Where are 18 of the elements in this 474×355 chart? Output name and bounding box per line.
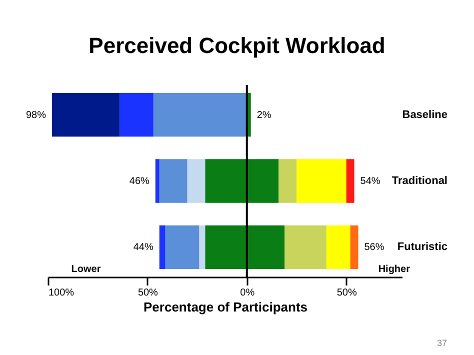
- annotation: 98%: [26, 110, 46, 121]
- text: 37: [436, 338, 448, 348]
- annotation: 44%: [133, 242, 154, 254]
- annotation: 54%: [360, 176, 380, 187]
- x-tick-label: 100%: [48, 288, 74, 298]
- x-tick-label: 0%: [240, 288, 255, 298]
- x-tick-label: 50%: [336, 288, 357, 298]
- annotation: Higher: [378, 264, 410, 275]
- y-tick-label: Traditional: [392, 175, 448, 187]
- y-tick-label: Futuristic: [397, 241, 448, 254]
- annotation: 56%: [364, 242, 384, 254]
- annotation: Lower: [71, 264, 101, 275]
- x-tick-label: 50%: [138, 288, 158, 298]
- annotation: 2%: [256, 110, 272, 121]
- x-axis-title: Percentage of Participants: [144, 300, 308, 314]
- annotation: 46%: [129, 176, 150, 187]
- y-tick-label: Baseline: [402, 108, 448, 121]
- chart-title: Perceived Cockpit Workload: [88, 33, 386, 58]
